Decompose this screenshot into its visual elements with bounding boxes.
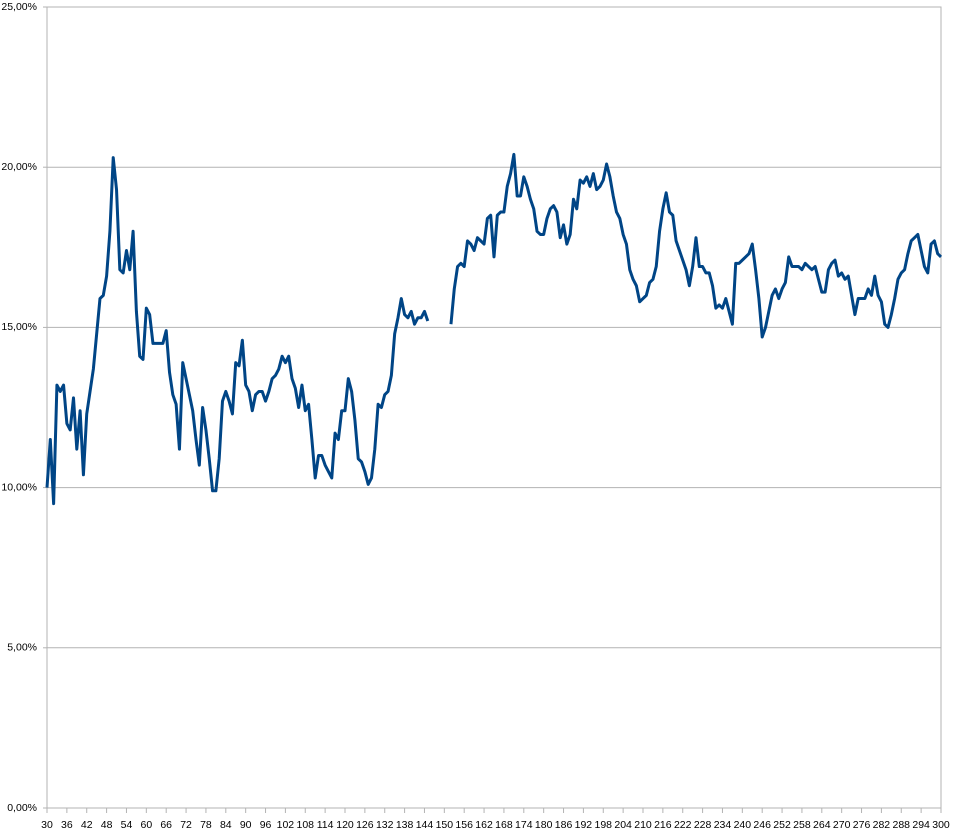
y-tick-label: 25,00% xyxy=(1,1,37,13)
x-tick-label: 126 xyxy=(356,819,374,831)
x-tick-label: 228 xyxy=(694,819,712,831)
x-tick-label: 48 xyxy=(101,819,113,831)
x-tick-label: 258 xyxy=(793,819,811,831)
x-tick-label: 162 xyxy=(475,819,493,831)
x-tick-label: 246 xyxy=(753,819,771,831)
x-tick-label: 186 xyxy=(555,819,573,831)
x-tick-label: 288 xyxy=(893,819,911,831)
x-tick-label: 210 xyxy=(634,819,652,831)
x-tick-label: 192 xyxy=(575,819,593,831)
x-tick-label: 180 xyxy=(535,819,553,831)
x-tick-label: 30 xyxy=(41,819,53,831)
x-tick-label: 114 xyxy=(317,819,334,831)
y-tick-label: 5,00% xyxy=(7,642,37,654)
x-tick-label: 294 xyxy=(912,819,930,831)
x-tick-label: 144 xyxy=(416,819,434,831)
x-tick-label: 36 xyxy=(61,819,73,831)
x-tick-label: 282 xyxy=(873,819,891,831)
x-tick-label: 198 xyxy=(595,819,613,831)
x-tick-label: 240 xyxy=(734,819,752,831)
x-tick-label: 90 xyxy=(240,819,252,831)
x-tick-label: 102 xyxy=(277,819,295,831)
x-tick-label: 234 xyxy=(714,819,732,831)
x-tick-label: 108 xyxy=(297,819,315,831)
x-tick-label: 204 xyxy=(614,819,632,831)
x-tick-label: 156 xyxy=(455,819,473,831)
y-tick-label: 20,00% xyxy=(1,161,37,173)
x-tick-label: 270 xyxy=(833,819,851,831)
x-tick-label: 264 xyxy=(813,819,831,831)
y-tick-label: 15,00% xyxy=(1,321,37,333)
x-tick-label: 150 xyxy=(436,819,454,831)
series-line xyxy=(45,152,943,506)
x-tick-label: 78 xyxy=(200,819,212,831)
x-tick-label: 222 xyxy=(674,819,692,831)
x-tick-label: 276 xyxy=(853,819,871,831)
x-tick-label: 252 xyxy=(773,819,791,831)
y-tick-label: 0,00% xyxy=(7,802,37,814)
x-tick-label: 168 xyxy=(495,819,513,831)
x-tick-label: 300 xyxy=(932,819,950,831)
x-tick-label: 60 xyxy=(140,819,152,831)
x-tick-label: 66 xyxy=(160,819,172,831)
x-tick-label: 72 xyxy=(180,819,192,831)
x-tick-label: 174 xyxy=(515,819,533,831)
x-tick-label: 84 xyxy=(220,819,232,831)
x-tick-label: 54 xyxy=(121,819,133,831)
plot-area xyxy=(46,6,942,809)
y-tick-label: 10,00% xyxy=(1,481,37,493)
x-tick-label: 120 xyxy=(336,819,354,831)
x-tick-label: 96 xyxy=(260,819,272,831)
x-tick-label: 138 xyxy=(396,819,414,831)
x-tick-label: 216 xyxy=(654,819,672,831)
x-tick-label: 42 xyxy=(81,819,93,831)
x-tick-label: 132 xyxy=(376,819,394,831)
